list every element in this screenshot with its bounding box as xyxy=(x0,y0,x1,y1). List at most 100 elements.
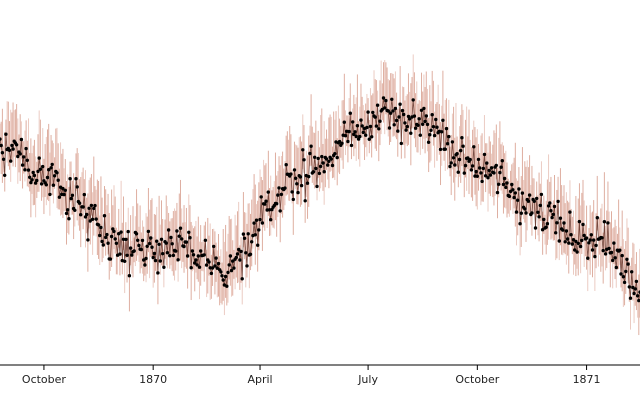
data-point xyxy=(258,217,262,222)
data-point xyxy=(392,123,396,127)
data-point xyxy=(478,166,482,170)
data-point xyxy=(38,167,43,171)
data-point xyxy=(188,236,192,240)
data-point xyxy=(302,158,306,162)
data-point xyxy=(402,112,406,117)
data-point xyxy=(63,188,67,192)
data-point xyxy=(417,117,421,121)
data-point xyxy=(400,108,405,113)
data-point xyxy=(168,254,172,258)
data-point xyxy=(149,236,153,240)
data-point xyxy=(619,272,623,276)
data-point xyxy=(316,156,320,161)
x-tick-label: October xyxy=(455,373,499,386)
data-point xyxy=(10,143,14,148)
data-point xyxy=(100,239,104,244)
data-point xyxy=(582,233,586,238)
data-point xyxy=(82,192,87,197)
data-point xyxy=(45,175,50,180)
data-point xyxy=(245,264,249,268)
data-point xyxy=(123,259,127,263)
data-point xyxy=(104,235,108,240)
data-point xyxy=(593,254,597,259)
data-point xyxy=(176,258,180,262)
data-point xyxy=(425,122,430,127)
data-point xyxy=(366,110,370,114)
data-point xyxy=(32,173,37,178)
data-point xyxy=(291,197,295,202)
data-point xyxy=(494,163,498,168)
data-point xyxy=(383,106,387,110)
data-point xyxy=(317,171,322,176)
data-point xyxy=(355,124,360,128)
data-point xyxy=(241,232,246,236)
data-point xyxy=(30,178,34,182)
data-point xyxy=(216,261,221,266)
data-point xyxy=(238,258,242,262)
data-point xyxy=(405,124,409,129)
data-point xyxy=(353,130,357,134)
data-point xyxy=(128,246,133,250)
data-point xyxy=(180,237,184,241)
data-point xyxy=(155,239,159,243)
data-point xyxy=(630,270,634,274)
data-point xyxy=(62,192,66,197)
data-point xyxy=(347,129,351,134)
data-point xyxy=(411,98,415,102)
data-point xyxy=(443,147,447,151)
data-point xyxy=(89,203,94,208)
data-point xyxy=(314,166,318,171)
data-point xyxy=(469,168,474,172)
data-point xyxy=(447,134,451,139)
data-point xyxy=(170,242,174,246)
data-point xyxy=(24,146,28,151)
data-point xyxy=(461,144,465,148)
data-point xyxy=(537,215,541,219)
data-point xyxy=(607,246,611,251)
data-point xyxy=(511,188,515,192)
data-point xyxy=(315,184,319,189)
data-point xyxy=(514,210,519,214)
data-point xyxy=(214,256,218,260)
data-point xyxy=(618,248,622,252)
data-point xyxy=(213,264,217,268)
data-point xyxy=(333,152,337,156)
x-axis-ticks: October 1870 April July October 1871 xyxy=(22,365,601,386)
data-point xyxy=(441,118,445,123)
data-point xyxy=(229,268,234,273)
data-point xyxy=(283,186,287,190)
data-point xyxy=(634,279,639,284)
data-point xyxy=(584,236,589,240)
data-point xyxy=(513,191,517,195)
data-point xyxy=(557,239,561,243)
data-point xyxy=(124,237,128,242)
data-point xyxy=(486,176,490,180)
data-point xyxy=(239,249,243,254)
data-point xyxy=(266,190,270,194)
data-point xyxy=(457,157,462,162)
data-point xyxy=(460,136,464,140)
data-points-layer xyxy=(0,96,640,303)
data-point xyxy=(121,237,126,241)
data-point xyxy=(70,193,75,197)
data-point xyxy=(221,278,225,282)
data-point xyxy=(504,185,508,190)
data-point xyxy=(384,98,388,103)
data-point xyxy=(309,144,313,148)
data-point xyxy=(193,261,197,265)
data-point xyxy=(335,155,339,160)
data-point xyxy=(612,241,616,245)
data-point xyxy=(246,232,250,236)
data-point xyxy=(602,220,607,224)
data-point xyxy=(364,133,368,137)
data-point xyxy=(132,249,136,253)
data-point xyxy=(374,124,379,128)
data-point xyxy=(184,240,189,244)
data-point xyxy=(209,271,214,276)
data-point xyxy=(22,155,26,159)
data-point xyxy=(502,176,507,181)
data-point xyxy=(16,154,20,159)
data-point xyxy=(340,141,344,145)
data-point xyxy=(342,120,346,124)
data-point xyxy=(212,244,216,249)
